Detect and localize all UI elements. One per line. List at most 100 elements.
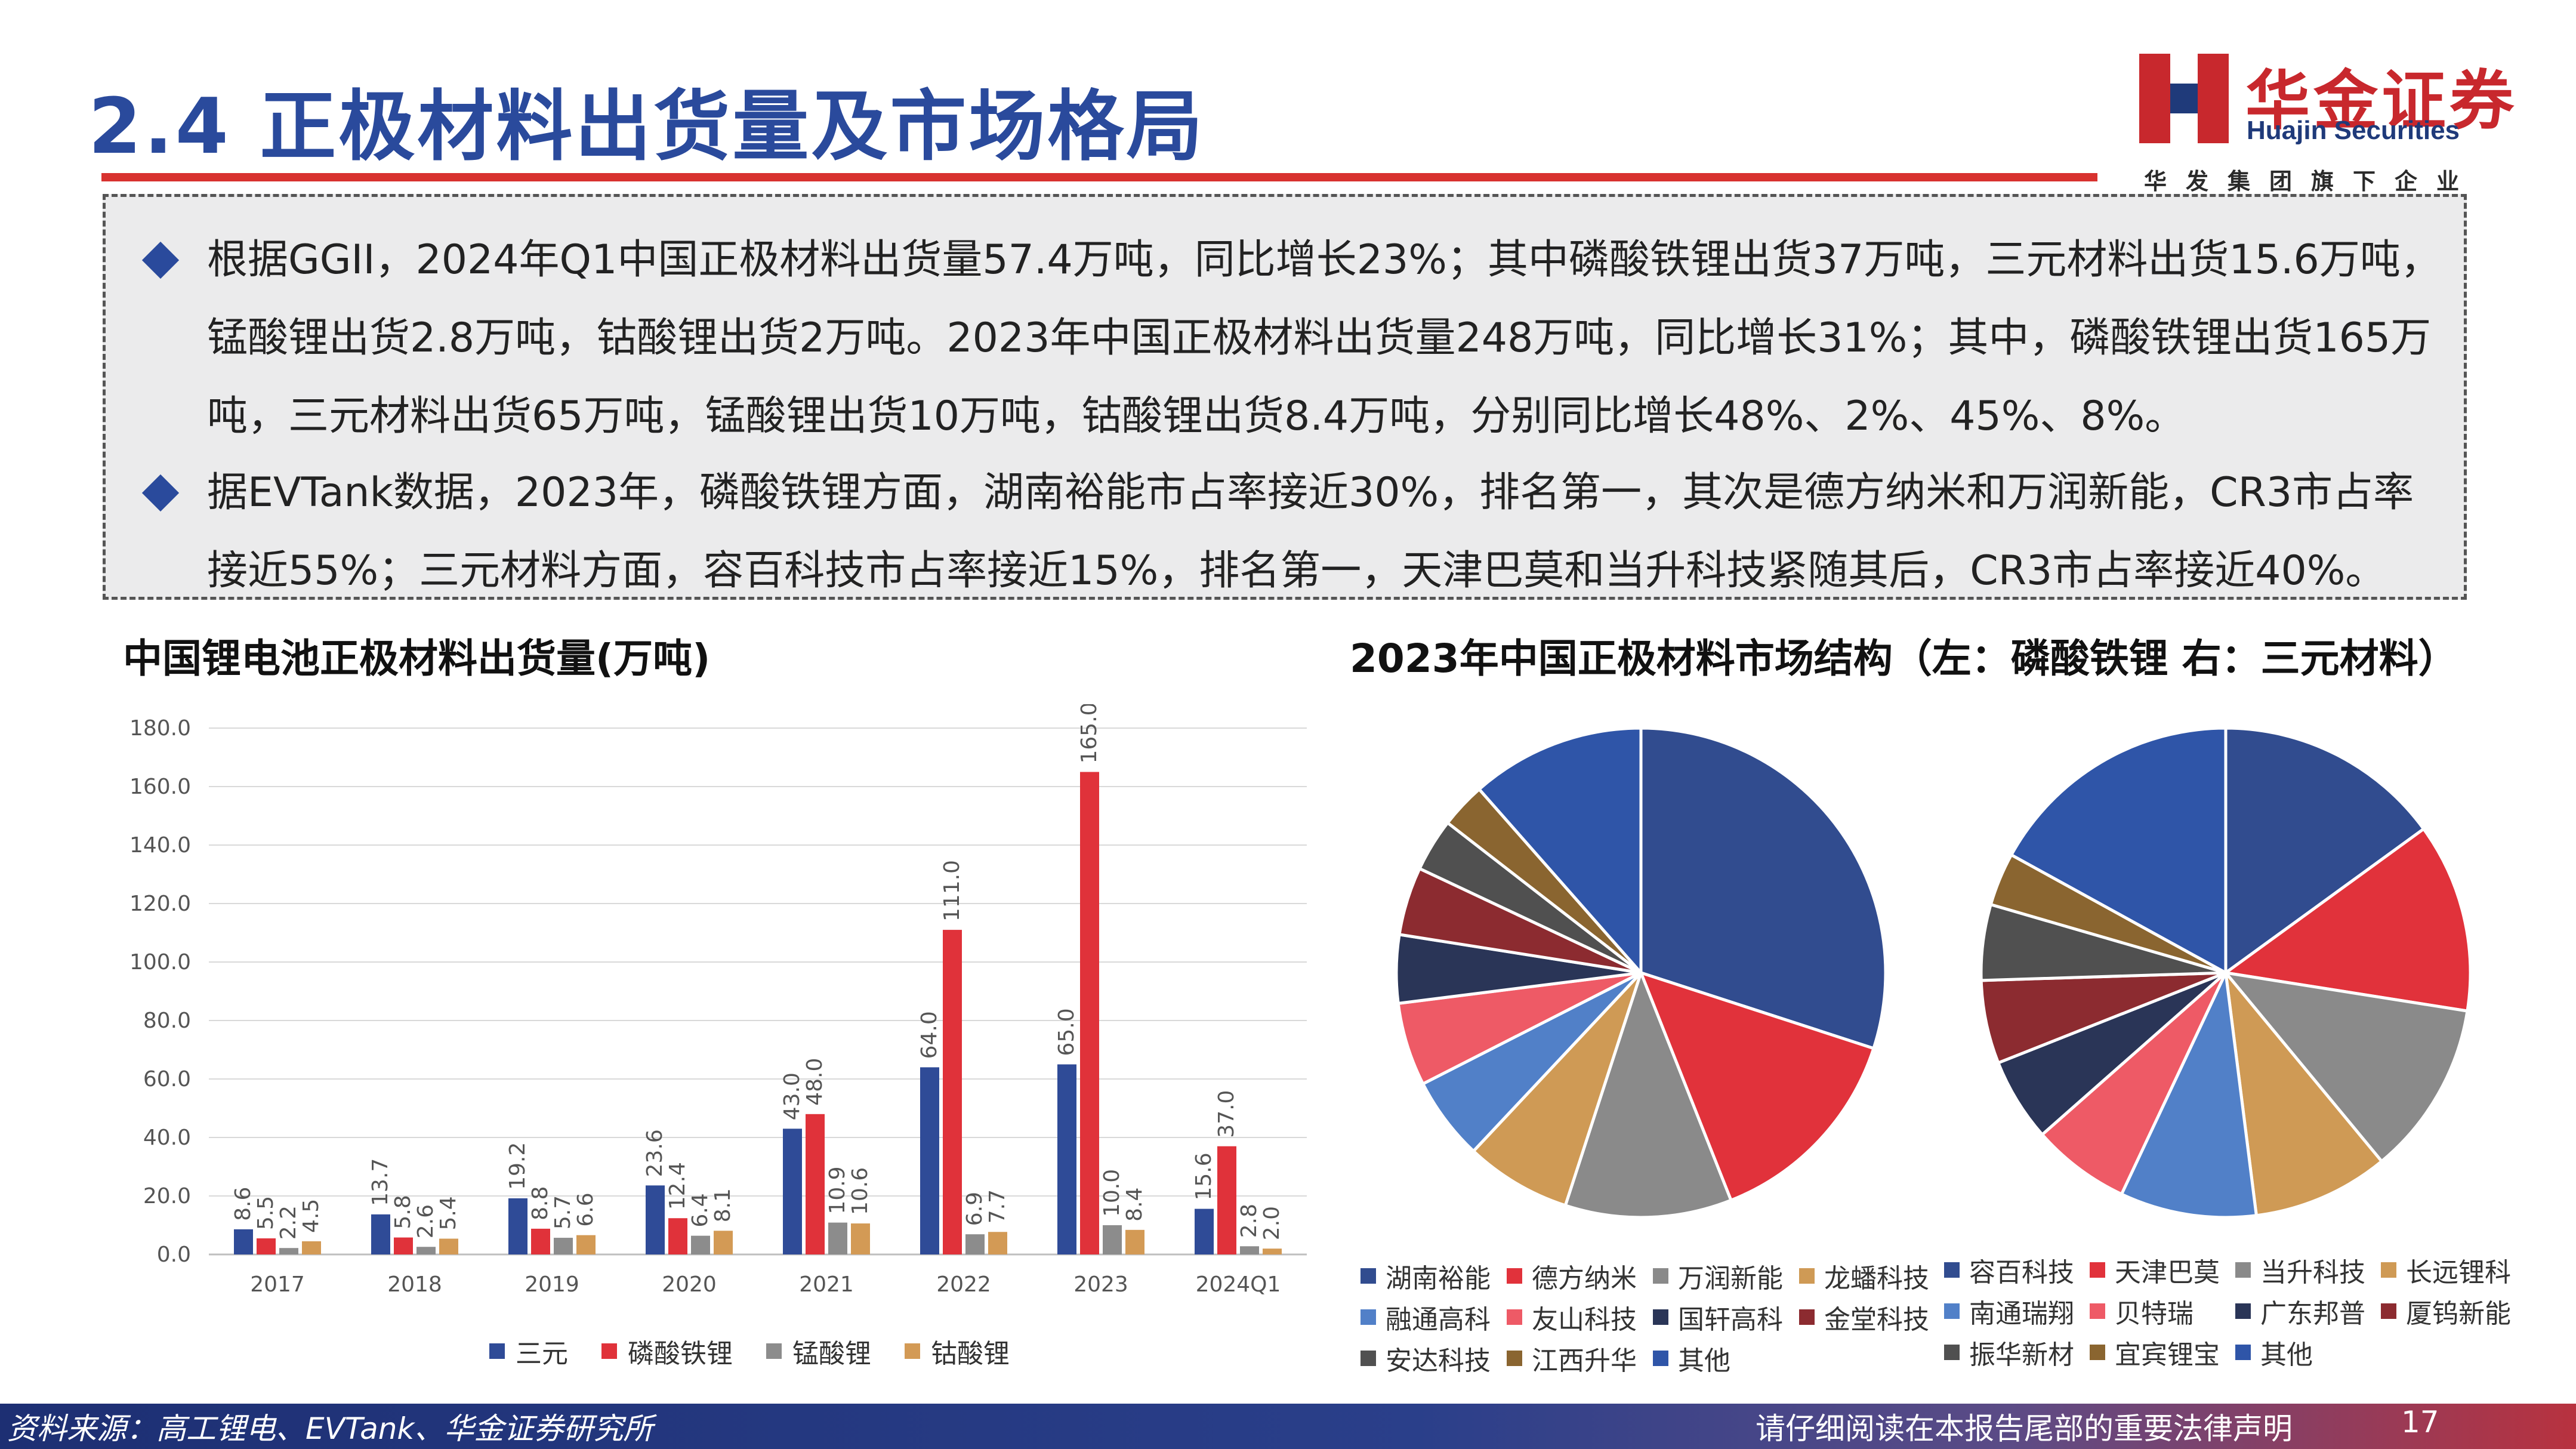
- bar: [576, 1235, 596, 1254]
- pie-slice: [2009, 726, 2228, 976]
- data-label: 8.4: [1122, 1188, 1147, 1222]
- data-label: 65.0: [1054, 1008, 1079, 1056]
- data-label: 2.8: [1237, 1204, 1261, 1238]
- legend-label: 锰酸锂: [792, 1339, 871, 1369]
- company-logo: 华金证券 Huajin Securities 华发集团旗下企业: [2139, 54, 2515, 197]
- legend-label: 贝特瑞: [2115, 1299, 2194, 1329]
- bar: [920, 1067, 939, 1254]
- legend-swatch: [2090, 1345, 2105, 1360]
- pie-slice: [1996, 971, 2227, 1137]
- pie-slice: [2040, 972, 2228, 1197]
- bar: [1217, 1146, 1236, 1254]
- legend-label: 振华新材: [1969, 1340, 2074, 1370]
- y-tick-label: 180.0: [129, 716, 191, 741]
- legend-item: 锰酸锂: [766, 1332, 871, 1370]
- legend-item: 其他: [1653, 1339, 1730, 1377]
- bar: [851, 1223, 870, 1254]
- legend-swatch: [1361, 1351, 1376, 1366]
- legend-label: 万润新能: [1678, 1263, 1783, 1294]
- data-label: 2.2: [276, 1206, 301, 1240]
- legend-label: 天津巴莫: [2115, 1257, 2220, 1288]
- bar-chart-legend: 三元 磷酸铁锂 锰酸锂 钴酸锂: [489, 1332, 1010, 1370]
- data-label: 48.0: [803, 1058, 827, 1106]
- pie-chart-ternary: [1979, 726, 2472, 1219]
- pie-slice: [2120, 967, 2259, 1219]
- legend-item: 德方纳米: [1507, 1257, 1637, 1295]
- title-underline: [101, 173, 2097, 181]
- legend-label: 容百科技: [1969, 1257, 2074, 1288]
- legend-swatch: [1799, 1268, 1815, 1284]
- legend-item: 三元: [489, 1332, 568, 1370]
- bar: [668, 1218, 687, 1254]
- y-tick-label: 0.0: [157, 1243, 191, 1267]
- legend-swatch: [2235, 1345, 2251, 1360]
- legend-item: 天津巴莫: [2090, 1251, 2220, 1289]
- page-title: 2.4 正极材料出货量及市场格局: [88, 82, 1205, 171]
- bar: [279, 1248, 298, 1254]
- legend-swatch: [1799, 1309, 1815, 1325]
- data-label: 8.8: [528, 1186, 553, 1220]
- legend-swatch: [1944, 1345, 1960, 1360]
- footer-legal-notice: 请仔细阅读在本报告尾部的重要法律声明: [1756, 1411, 2293, 1446]
- legend-label: 国轩高科: [1678, 1305, 1783, 1335]
- bar: [1263, 1248, 1282, 1254]
- data-label: 5.8: [391, 1195, 415, 1229]
- data-label: 6.4: [688, 1193, 712, 1227]
- diamond-bullet-icon: [141, 241, 180, 279]
- legend-swatch: [1361, 1309, 1376, 1325]
- data-label: 111.0: [940, 860, 964, 921]
- legend-label: 宜宾锂宝: [2115, 1340, 2220, 1370]
- bar: [1080, 772, 1099, 1254]
- legend-swatch: [1653, 1309, 1668, 1325]
- data-label: 2.0: [1260, 1206, 1284, 1240]
- data-label: 6.9: [962, 1192, 987, 1226]
- data-label: 4.5: [299, 1199, 323, 1233]
- bar: [828, 1222, 847, 1254]
- legend-item: 长远锂科: [2381, 1251, 2511, 1289]
- bar: [1240, 1246, 1259, 1254]
- data-label: 10.0: [1100, 1169, 1124, 1217]
- legend-label: 其他: [2260, 1340, 2313, 1370]
- pie-slice: [1979, 971, 2226, 1065]
- bar: [508, 1198, 527, 1254]
- data-label: 15.6: [1192, 1152, 1216, 1200]
- data-label: 43.0: [780, 1072, 804, 1120]
- pie-slice: [2222, 827, 2472, 1013]
- logo-english-name: Huajin Securities: [2247, 116, 2460, 145]
- data-label: 5.7: [551, 1195, 575, 1229]
- pie-slice: [1477, 726, 1643, 977]
- legend-item: 振华新材: [1944, 1333, 2074, 1371]
- bar: [806, 1114, 825, 1254]
- legend-swatch: [1944, 1262, 1960, 1278]
- legend-swatch: [2090, 1303, 2105, 1319]
- legend-item: 磷酸铁锂: [601, 1332, 733, 1370]
- legend-item: 其他: [2235, 1333, 2313, 1371]
- y-tick-label: 80.0: [143, 1009, 191, 1033]
- legend-item: 江西升华: [1507, 1339, 1637, 1377]
- legend-item: 金堂科技: [1799, 1298, 1929, 1336]
- legend-label: 金堂科技: [1824, 1305, 1929, 1335]
- legend-swatch: [1653, 1268, 1668, 1284]
- data-label: 5.5: [254, 1196, 278, 1230]
- data-label: 13.7: [368, 1158, 393, 1206]
- legend-label: 龙蟠科技: [1824, 1263, 1929, 1294]
- summary-bullet-text: 据EVTank数据，2023年，磷酸铁锂方面，湖南裕能市占率接近30%，排名第一…: [207, 469, 2414, 594]
- legend-swatch: [2235, 1303, 2251, 1319]
- data-label: 8.6: [231, 1187, 255, 1221]
- data-label: 64.0: [917, 1011, 942, 1059]
- pie-slice: [1639, 726, 1887, 1050]
- bar: [439, 1238, 458, 1254]
- legend-item: 龙蟠科技: [1799, 1257, 1929, 1295]
- bar: [1195, 1208, 1214, 1254]
- bar: [1103, 1225, 1122, 1254]
- legend-item: 安达科技: [1361, 1339, 1491, 1377]
- data-label: 5.4: [436, 1196, 461, 1230]
- legend-swatch: [2235, 1262, 2251, 1278]
- legend-item: 宜宾锂宝: [2090, 1333, 2220, 1371]
- legend-label: 磷酸铁锂: [628, 1339, 733, 1369]
- bar: [1125, 1229, 1144, 1254]
- bar: [417, 1247, 436, 1254]
- x-tick-label: 2017: [250, 1272, 305, 1297]
- y-tick-label: 40.0: [143, 1126, 191, 1150]
- bar-chart-title: 中国锂电池正极材料出货量(万吨): [123, 636, 711, 682]
